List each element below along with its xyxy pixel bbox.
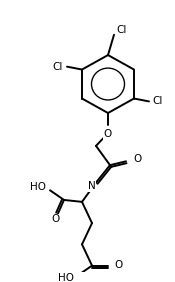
Text: N: N [88,181,96,191]
Text: Cl: Cl [117,25,127,35]
Text: O: O [114,260,122,270]
Text: Cl: Cl [53,62,63,72]
Text: HO: HO [30,182,46,192]
Text: Cl: Cl [153,96,163,106]
Text: O: O [104,129,112,139]
Text: O: O [52,214,60,224]
Text: O: O [133,154,141,164]
Text: HO: HO [58,273,74,282]
